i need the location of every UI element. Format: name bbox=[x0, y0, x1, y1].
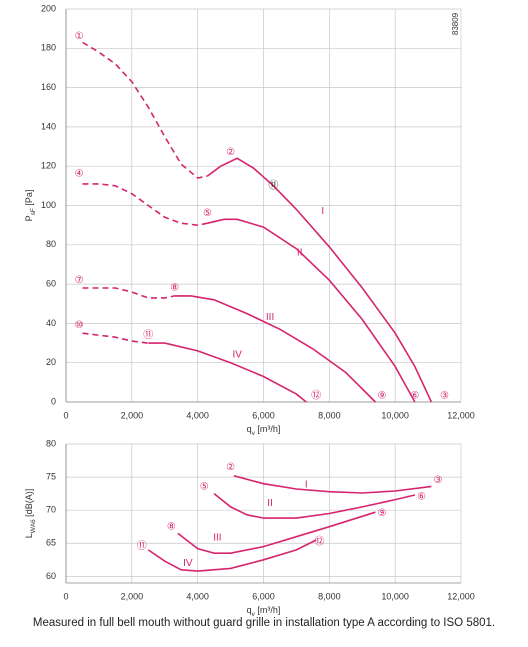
curve bbox=[174, 295, 376, 403]
y-tick-label: 200 bbox=[41, 3, 56, 13]
annotation: I bbox=[305, 480, 308, 491]
annotation: ③ bbox=[433, 475, 442, 486]
axis-label-unit: [m³/h] bbox=[257, 424, 280, 434]
axis-label-unit: [dB(A)] bbox=[24, 489, 34, 517]
annotation: ⑫ bbox=[314, 536, 324, 548]
curve bbox=[213, 492, 416, 519]
annotation: ⑪ bbox=[268, 179, 278, 191]
annotation: ⑥ bbox=[417, 492, 426, 503]
axis-label-main: q bbox=[247, 605, 252, 615]
x-tick-label: 6,000 bbox=[252, 591, 275, 601]
annotation: ④ bbox=[75, 169, 84, 180]
x-tick-label: 8,000 bbox=[318, 591, 341, 601]
curve bbox=[207, 157, 433, 403]
y-tick-label: 160 bbox=[41, 82, 56, 92]
annotation: II bbox=[297, 247, 303, 258]
x-tick-label: 8,000 bbox=[318, 410, 341, 420]
y-tick-label: 20 bbox=[46, 357, 56, 367]
annotation: ⑧ bbox=[167, 521, 176, 532]
axis-label-sub: WA6 bbox=[30, 519, 37, 533]
y-tick-label: 180 bbox=[41, 43, 56, 53]
annotation: ③ bbox=[440, 391, 449, 402]
axis-label-main: P bbox=[24, 215, 34, 221]
x-tick-label: 2,000 bbox=[121, 591, 144, 601]
axis-label-main: q bbox=[247, 424, 252, 434]
annotation: ⑨ bbox=[378, 391, 387, 402]
x-tick-label: 12,000 bbox=[447, 410, 475, 420]
y-tick-label: 140 bbox=[41, 121, 56, 131]
annotation: IV bbox=[183, 558, 193, 569]
y-tick-label: 60 bbox=[46, 278, 56, 288]
x-axis-label: qv [m³/h] bbox=[247, 424, 281, 437]
axis-label-unit: [Pa] bbox=[24, 190, 34, 206]
curve bbox=[148, 342, 307, 403]
annotation: ⑥ bbox=[410, 391, 419, 402]
axis-label-sub: v bbox=[252, 611, 256, 618]
x-tick-label: 6,000 bbox=[252, 410, 275, 420]
y-tick-label: 60 bbox=[46, 571, 56, 581]
annotation: III bbox=[266, 312, 274, 323]
y-tick-label: 75 bbox=[46, 471, 56, 481]
caption: Measured in full bell mouth without guar… bbox=[33, 617, 495, 629]
curve bbox=[177, 511, 376, 554]
x-tick-label: 4,000 bbox=[186, 591, 209, 601]
axis-label-sub: v bbox=[252, 430, 256, 437]
curve bbox=[82, 41, 208, 179]
y-tick-label: 100 bbox=[41, 200, 56, 210]
x-tick-label: 0 bbox=[63, 591, 68, 601]
annotation: ⑤ bbox=[200, 482, 209, 493]
x-tick-label: 2,000 bbox=[121, 410, 144, 420]
curve bbox=[233, 475, 432, 494]
annotation: ① bbox=[75, 31, 84, 42]
x-tick-label: 10,000 bbox=[381, 591, 409, 601]
axis-label-sub: sF bbox=[30, 208, 37, 215]
curve bbox=[82, 287, 175, 299]
annotation: ⑪ bbox=[143, 329, 153, 341]
drawing-code: 83809 bbox=[451, 12, 460, 35]
x-tick-label: 0 bbox=[63, 410, 68, 420]
annotation: ⑨ bbox=[378, 508, 387, 519]
annotation: III bbox=[213, 533, 221, 544]
annotation: IV bbox=[232, 349, 242, 360]
annotation: ⑦ bbox=[75, 275, 84, 286]
x-axis-label: qv [m³/h] bbox=[247, 605, 281, 618]
y-tick-label: 120 bbox=[41, 161, 56, 171]
curve bbox=[82, 183, 208, 227]
x-tick-label: 12,000 bbox=[447, 591, 475, 601]
y-tick-label: 65 bbox=[46, 538, 56, 548]
annotation: ⑧ bbox=[170, 283, 179, 294]
annotation: ② bbox=[226, 147, 235, 158]
axis-label-unit: [m³/h] bbox=[257, 605, 280, 615]
y-tick-label: 80 bbox=[46, 239, 56, 249]
annotation: ⑤ bbox=[203, 208, 212, 219]
y-tick-label: 40 bbox=[46, 318, 56, 328]
x-tick-label: 4,000 bbox=[186, 410, 209, 420]
annotation: I bbox=[321, 206, 324, 217]
y-axis-label: LWA6 [dB(A)] bbox=[24, 489, 37, 538]
annotation: II bbox=[267, 498, 273, 509]
annotation: ② bbox=[226, 462, 235, 473]
axis-label-main: L bbox=[24, 533, 34, 538]
x-tick-label: 10,000 bbox=[381, 410, 409, 420]
annotation: ⑫ bbox=[311, 390, 321, 402]
curve bbox=[207, 218, 416, 403]
y-tick-label: 70 bbox=[46, 505, 56, 515]
y-axis-label: PsF [Pa] bbox=[24, 190, 37, 222]
annotation: ⑩ bbox=[75, 320, 84, 331]
curve bbox=[147, 539, 317, 572]
y-tick-label: 80 bbox=[46, 438, 56, 448]
curve bbox=[82, 332, 149, 344]
annotation: ⑪ bbox=[137, 540, 147, 552]
y-tick-label: 0 bbox=[51, 396, 56, 406]
